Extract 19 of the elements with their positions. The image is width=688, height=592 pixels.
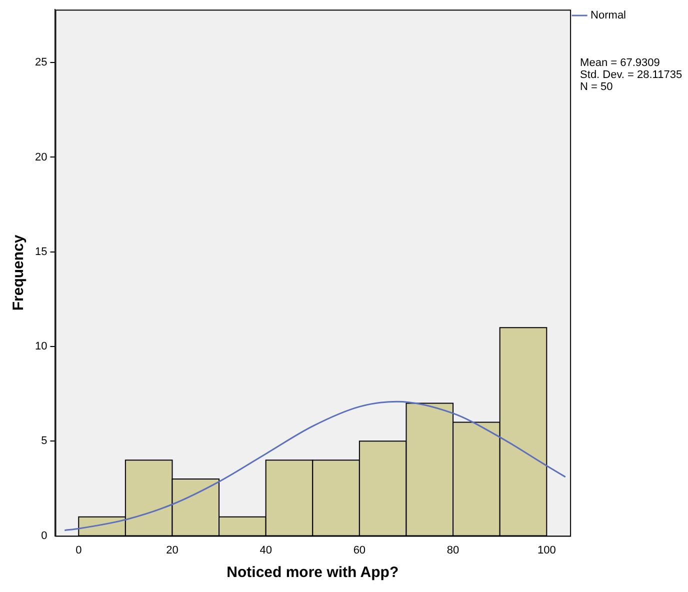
x-tick-label: 60 xyxy=(353,544,366,556)
y-tick-label: 0 xyxy=(41,530,48,542)
text: N = 50 xyxy=(580,81,613,94)
x-axis-title: Noticed more with App? xyxy=(226,564,399,582)
text: Mean = 67.9309 xyxy=(580,57,660,70)
line-series xyxy=(64,400,566,532)
legend-label: Normal xyxy=(590,10,626,22)
x-tick-label: 20 xyxy=(166,544,178,556)
text: Std. Dev. = 28.11735 xyxy=(580,69,682,82)
x-tick-label: 40 xyxy=(260,544,272,556)
x-tick-label: 80 xyxy=(446,544,460,556)
y-tick-label: 10 xyxy=(34,340,48,353)
y-tick-label: 5 xyxy=(41,435,48,448)
x-tick-label: 100 xyxy=(537,544,556,556)
y-tick-label: 25 xyxy=(34,56,48,69)
y-tick-label: 20 xyxy=(34,151,48,164)
y-axis-title: Frequency xyxy=(10,234,28,311)
y-tick-label: 15 xyxy=(34,246,48,258)
x-tick-label: 0 xyxy=(76,544,82,556)
